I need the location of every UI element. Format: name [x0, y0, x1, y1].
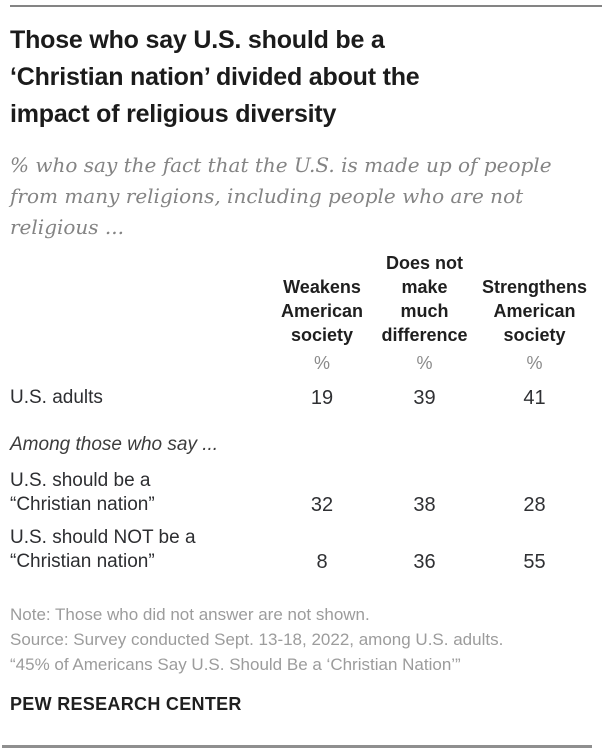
table-row-should-not-be-christian-nation: U.S. should NOT be a “Christian nation” … [10, 517, 592, 574]
column-header-no-difference: Does not make much difference [381, 253, 468, 345]
row-label: U.S. adults [10, 387, 103, 408]
content-area: Those who say U.S. should be a ‘Christia… [0, 22, 602, 715]
table-row-us-adults: U.S. adults 19 39 41 [10, 376, 592, 416]
note-line: Note: Those who did not answer are not s… [10, 605, 370, 624]
label-column-header [10, 251, 272, 347]
footnotes: Note: Those who did not answer are not s… [10, 602, 592, 677]
unit-cell-weakens: % [313, 353, 330, 373]
value-cell: 32 [310, 494, 334, 516]
row-label: U.S. should NOT be a “Christian nation” [10, 527, 196, 572]
table-row-should-be-christian-nation: U.S. should be a “Christian nation” 32 3… [10, 460, 592, 517]
unit-spacer [10, 347, 272, 376]
value-cell: 8 [316, 551, 328, 573]
table-header-row: Weakens American society Does not make m… [10, 251, 592, 347]
unit-row: % % % [10, 347, 592, 376]
bottom-rule [2, 745, 592, 748]
value-cell: 55 [523, 551, 546, 573]
page-title: Those who say U.S. should be a ‘Christia… [10, 26, 420, 128]
report-title-line: “45% of Americans Say U.S. Should Be a ‘… [10, 655, 461, 674]
table-section-row: Among those who say ... [10, 416, 592, 460]
row-label: U.S. should be a “Christian nation” [10, 470, 155, 515]
value-cell: 28 [523, 494, 546, 516]
source-line: Source: Survey conducted Sept. 13-18, 20… [10, 630, 504, 649]
value-cell: 19 [310, 387, 334, 409]
value-cell: 36 [413, 551, 436, 573]
value-cell: 39 [413, 387, 436, 409]
chart-subtitle: % who say the fact that the U.S. is made… [10, 153, 552, 239]
data-table: Weakens American society Does not make m… [10, 251, 592, 574]
value-cell: 38 [413, 494, 436, 516]
column-header-strengthens: Strengthens American society [481, 277, 587, 345]
unit-cell-no-difference: % [416, 353, 433, 373]
section-label: Among those who say ... [10, 434, 219, 455]
unit-cell-strengthens: % [526, 353, 543, 373]
value-cell: 41 [523, 387, 546, 409]
top-rule [10, 5, 602, 7]
pew-research-center-wordmark: PEW RESEARCH CENTER [10, 694, 242, 714]
column-header-weakens: Weakens American society [280, 277, 364, 345]
